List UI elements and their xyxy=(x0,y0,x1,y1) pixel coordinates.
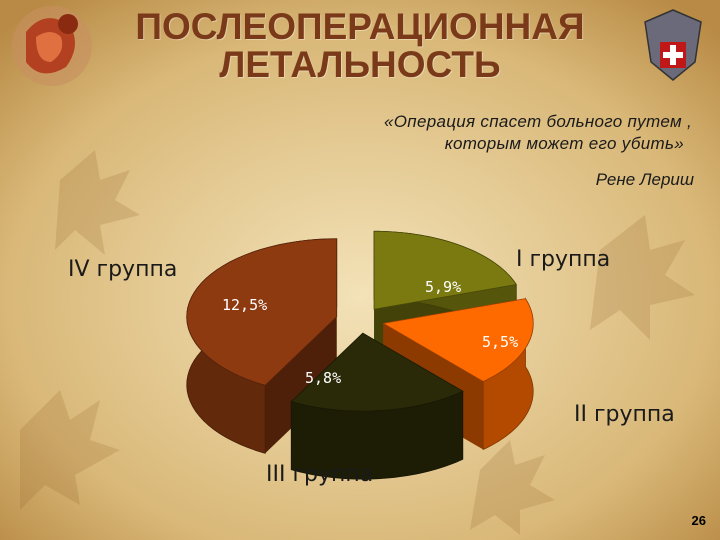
value-label-iv: 12,5% xyxy=(222,296,268,314)
group-label-iv: IV группа xyxy=(68,257,178,282)
group-label-iii: III группа xyxy=(266,462,374,487)
slice-ii-top xyxy=(382,298,534,382)
slice-iii-top xyxy=(290,332,464,412)
anatomy-logo-icon xyxy=(12,6,92,86)
value-label-iii: 5,8% xyxy=(305,369,342,387)
slice-iii xyxy=(290,332,464,480)
slice-iv xyxy=(186,238,338,454)
slide-title-line2: ЛЕТАЛЬНОСТЬ xyxy=(219,44,501,85)
quote-author: Рене Лериш xyxy=(595,170,694,189)
slice-iv-wall xyxy=(265,316,337,454)
quote-line1: «Операция спасет больного путем , xyxy=(384,112,692,131)
group-label-i: I группа xyxy=(516,247,611,272)
slide-title-line1: ПОСЛЕОПЕРАЦИОННАЯ xyxy=(135,6,585,47)
quote-line2: которым может его убить» xyxy=(444,134,684,153)
slice-iv-top xyxy=(186,238,338,386)
slice-i-top xyxy=(373,230,517,310)
value-label-ii: 5,5% xyxy=(482,333,519,351)
group-label-ii: II группа xyxy=(574,402,675,427)
value-label-i: 5,9% xyxy=(425,278,462,296)
page-number: 26 xyxy=(691,513,706,528)
emblem-logo-icon xyxy=(644,9,702,81)
